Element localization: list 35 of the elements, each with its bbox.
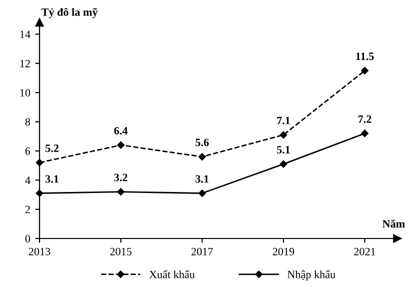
x-tick-label: 2015 [110,248,132,256]
x-axis-title: Năm [382,220,405,228]
y-tick-label: 4 [25,176,30,184]
data-label: 7.2 [358,115,372,123]
data-label: 3.1 [196,175,209,183]
data-label: 5.2 [46,144,58,152]
data-label: 5.1 [276,146,290,154]
point [198,153,206,160]
point [361,67,368,74]
y-tick-label: 8 [25,118,30,126]
y-tick-label: 0 [25,234,30,242]
legend-label: Nhập khẩu [287,270,336,281]
point [280,131,288,139]
y-axis-title: Tỷ đô la mỹ [41,8,98,18]
x-tick-label: 2021 [354,248,376,256]
y-tick-label: 6 [25,147,30,155]
y-tick-label: 12 [20,60,30,68]
point [280,160,288,168]
data-label: 6.4 [114,127,128,135]
y-tick-label: 2 [25,206,30,214]
point [361,130,368,138]
data-label: 7.1 [277,116,290,124]
data-label: 3.2 [114,174,128,182]
x-tick-label: 2013 [28,248,50,256]
point [198,190,206,197]
data-label: 11.5 [356,52,374,60]
point [117,188,124,196]
x-tick-label: 2019 [272,248,294,256]
data-label: 5.6 [196,138,209,146]
data-label: 3.1 [45,175,58,183]
y-tick-label: 14 [20,30,30,38]
point [117,141,124,149]
legend-label: Xuất khẩu [149,270,195,278]
x-tick-label: 2017 [192,248,213,256]
y-tick-label: 10 [20,89,30,97]
